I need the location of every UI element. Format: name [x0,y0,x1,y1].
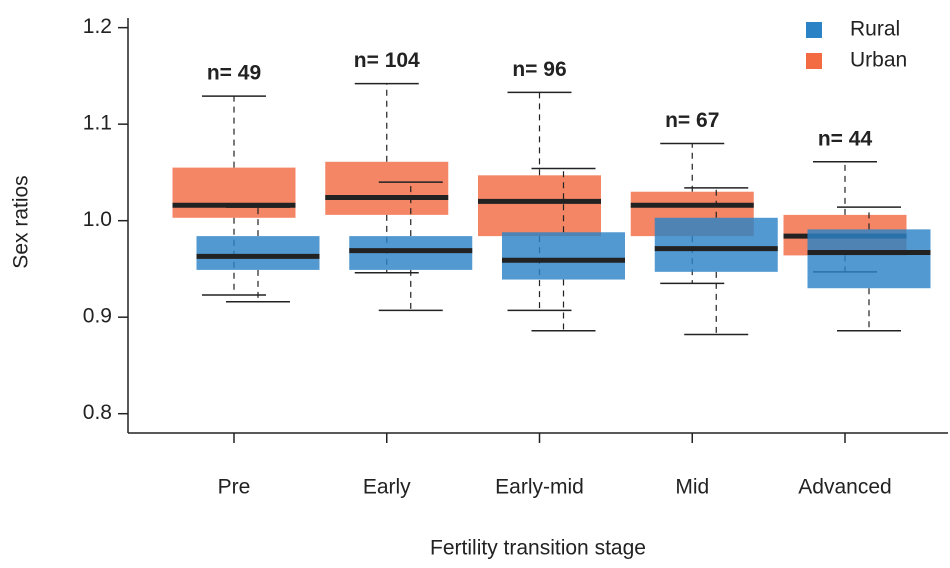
x-axis-label: Fertility transition stage [430,537,646,560]
y-tick-label: 1.2 [83,15,112,38]
n-label: n= 44 [818,127,873,150]
n-label: n= 49 [207,62,261,85]
x-tick-label: Advanced [798,476,891,499]
y-tick-label: 1.1 [83,112,112,135]
x-tick-label: Mid [675,476,709,499]
x-tick-label: Pre [218,476,251,499]
box [807,229,931,289]
legend-swatch [806,22,822,38]
box [478,175,601,237]
x-tick-label: Early [363,476,411,499]
box [196,236,320,270]
n-label: n= 67 [665,109,719,132]
legend-label: Rural [850,18,900,41]
x-tick-label: Early-mid [495,476,584,499]
n-label: n= 104 [354,49,420,72]
y-tick-label: 0.8 [83,401,112,424]
legend-label: Urban [850,49,907,72]
box [325,161,449,215]
legend-swatch [806,53,822,69]
y-axis-label: Sex ratios [10,175,33,268]
box [502,232,625,280]
n-label: n= 96 [512,58,566,81]
y-tick-label: 0.9 [83,305,112,328]
box [172,167,296,218]
box [654,217,778,272]
y-tick-label: 1.0 [83,208,112,231]
